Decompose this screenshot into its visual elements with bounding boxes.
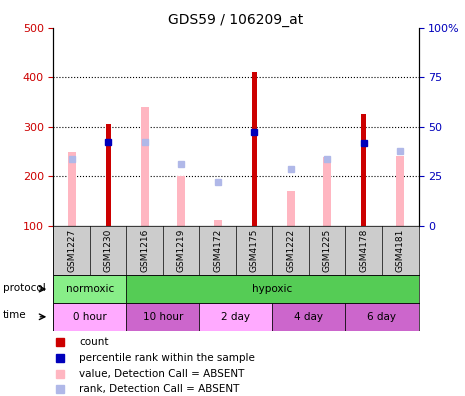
Text: GSM1230: GSM1230 [104,229,113,272]
Bar [199,303,272,331]
Text: value, Detection Call = ABSENT: value, Detection Call = ABSENT [79,369,245,379]
Text: percentile rank within the sample: percentile rank within the sample [79,353,255,363]
Bar [177,176,185,226]
Text: GSM1219: GSM1219 [177,229,186,272]
Text: normoxic: normoxic [66,284,114,294]
Text: 0 hour: 0 hour [73,312,107,322]
Bar [252,72,257,226]
Bar [141,107,149,226]
Text: 6 day: 6 day [367,312,397,322]
Text: GSM4181: GSM4181 [396,229,405,272]
Bar [361,114,366,226]
Text: 10 hour: 10 hour [143,312,183,322]
Text: 4 day: 4 day [294,312,324,322]
Text: GSM4178: GSM4178 [359,229,368,272]
Bar [287,191,295,226]
Bar [345,303,418,331]
Text: rank, Detection Call = ABSENT: rank, Detection Call = ABSENT [79,385,239,394]
Text: protocol: protocol [3,283,46,293]
Bar [53,275,126,303]
Bar [68,152,76,226]
Bar [53,303,126,331]
Title: GDS59 / 106209_at: GDS59 / 106209_at [168,13,304,27]
Bar [272,303,345,331]
Bar [214,220,222,226]
Text: time: time [3,310,27,320]
Text: hypoxic: hypoxic [252,284,292,294]
Text: count: count [79,337,108,347]
Bar [126,303,199,331]
Bar [396,156,404,226]
Text: GSM4172: GSM4172 [213,229,222,272]
Bar [126,275,418,303]
Text: GSM1222: GSM1222 [286,229,295,272]
Text: GSM4175: GSM4175 [250,229,259,272]
Bar [106,124,111,226]
Text: 2 day: 2 day [221,312,251,322]
Text: GSM1216: GSM1216 [140,229,149,272]
Text: GSM1225: GSM1225 [323,229,332,272]
Bar [323,157,331,226]
Text: GSM1227: GSM1227 [67,229,76,272]
